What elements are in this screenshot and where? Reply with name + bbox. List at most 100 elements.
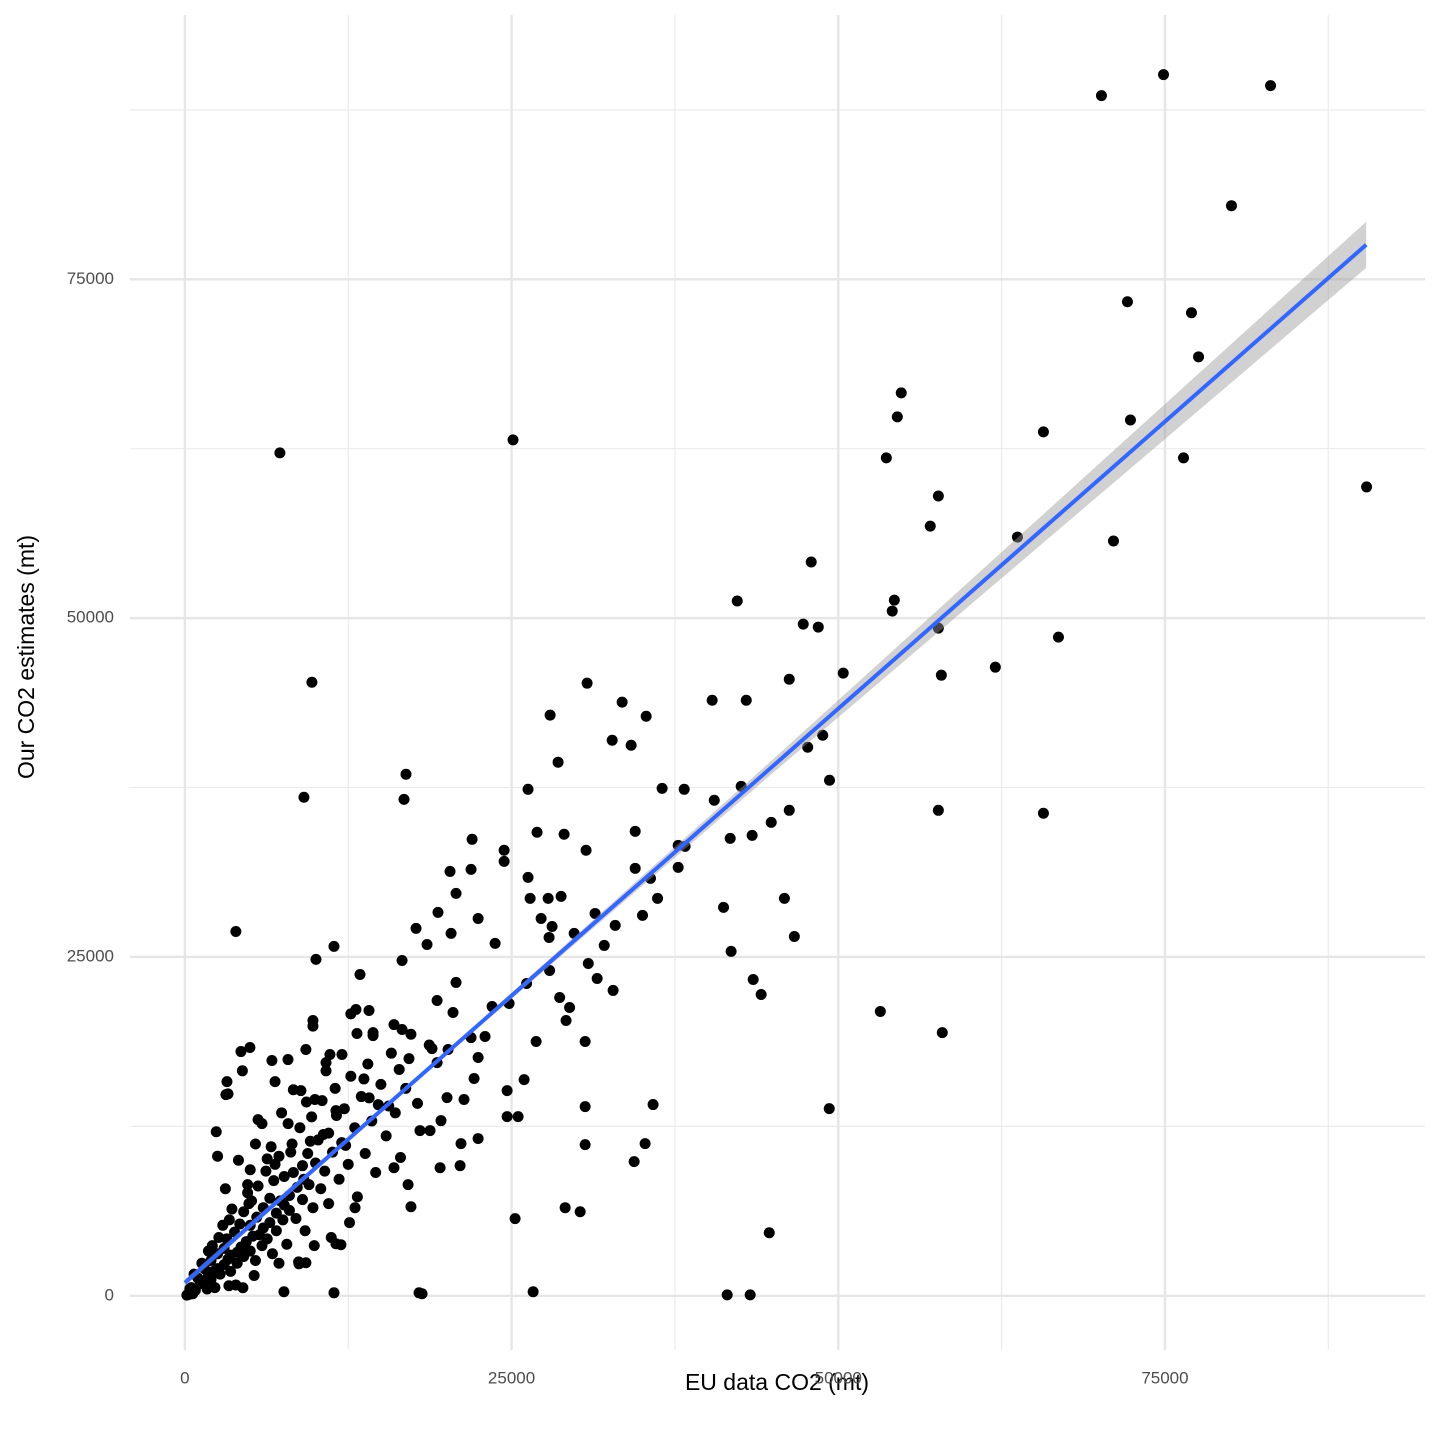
- point: [359, 1147, 371, 1159]
- point: [273, 1150, 285, 1162]
- point: [287, 1084, 299, 1096]
- point: [678, 783, 690, 795]
- point: [244, 1041, 256, 1053]
- point: [888, 594, 900, 606]
- point: [823, 1103, 835, 1115]
- point: [498, 855, 510, 867]
- point: [300, 1096, 312, 1108]
- x-tick-label: 50000: [815, 1368, 862, 1387]
- point: [260, 1165, 272, 1177]
- point: [431, 994, 443, 1006]
- point: [242, 1187, 254, 1199]
- point: [932, 490, 944, 502]
- point: [434, 1162, 446, 1174]
- point: [231, 1257, 243, 1269]
- point: [522, 783, 534, 795]
- point: [609, 919, 621, 931]
- point: [388, 1019, 400, 1031]
- point: [555, 890, 567, 902]
- point: [201, 1283, 213, 1295]
- point: [1265, 80, 1277, 92]
- point: [579, 1139, 591, 1151]
- point: [554, 991, 566, 1003]
- point: [441, 1092, 453, 1104]
- point: [363, 1004, 375, 1016]
- point: [363, 1092, 375, 1104]
- point: [310, 953, 322, 965]
- point: [640, 710, 652, 722]
- point: [338, 1103, 350, 1115]
- point: [400, 768, 412, 780]
- point: [206, 1240, 218, 1252]
- point: [278, 1199, 290, 1211]
- point: [450, 976, 462, 988]
- point: [319, 1165, 331, 1177]
- point: [252, 1114, 264, 1126]
- point: [290, 1213, 302, 1225]
- point: [320, 1057, 332, 1069]
- point: [416, 1288, 428, 1300]
- point: [214, 1268, 226, 1280]
- point: [249, 1138, 261, 1150]
- point: [574, 1206, 586, 1218]
- point: [273, 1257, 285, 1269]
- point: [261, 1233, 273, 1245]
- point: [286, 1138, 298, 1150]
- point: [616, 696, 628, 708]
- point: [396, 1023, 408, 1035]
- point: [236, 1065, 248, 1077]
- point: [582, 957, 594, 969]
- point: [530, 1036, 542, 1048]
- plot-area: [181, 69, 1373, 1301]
- point: [370, 1166, 382, 1178]
- point: [747, 973, 759, 985]
- point: [936, 1027, 948, 1039]
- point: [385, 1047, 397, 1059]
- point: [1107, 535, 1119, 547]
- point: [718, 901, 730, 913]
- point: [213, 1232, 225, 1244]
- point: [316, 1095, 328, 1107]
- point: [579, 1101, 591, 1113]
- point: [579, 1036, 591, 1048]
- point: [874, 1005, 886, 1017]
- point: [559, 1202, 571, 1214]
- point: [1052, 631, 1064, 643]
- point: [765, 816, 777, 828]
- point: [598, 939, 610, 951]
- point: [755, 988, 767, 1000]
- y-axis-title: Our CO2 estimates (mt): [13, 535, 39, 779]
- point: [380, 1130, 392, 1142]
- point: [304, 1135, 316, 1147]
- point: [581, 677, 593, 689]
- point: [1121, 296, 1133, 308]
- point: [805, 556, 817, 568]
- point: [320, 1065, 332, 1077]
- point: [210, 1126, 222, 1138]
- point: [763, 1227, 775, 1239]
- point: [629, 825, 641, 837]
- point: [367, 1030, 379, 1042]
- point: [396, 954, 408, 966]
- point: [606, 734, 618, 746]
- point: [544, 965, 556, 977]
- point: [466, 833, 478, 845]
- point: [472, 1133, 484, 1145]
- point: [324, 1049, 336, 1061]
- point: [219, 1183, 231, 1195]
- point: [637, 909, 649, 921]
- x-tick-label: 75000: [1141, 1368, 1188, 1387]
- point: [454, 1160, 466, 1172]
- point: [788, 930, 800, 942]
- point: [531, 826, 543, 838]
- point: [447, 1007, 459, 1019]
- point: [333, 1173, 345, 1185]
- y-tick-label: 50000: [67, 608, 114, 627]
- point: [330, 1110, 342, 1122]
- point: [235, 1046, 247, 1058]
- point: [708, 794, 720, 806]
- point: [402, 1179, 414, 1191]
- point: [269, 1158, 281, 1170]
